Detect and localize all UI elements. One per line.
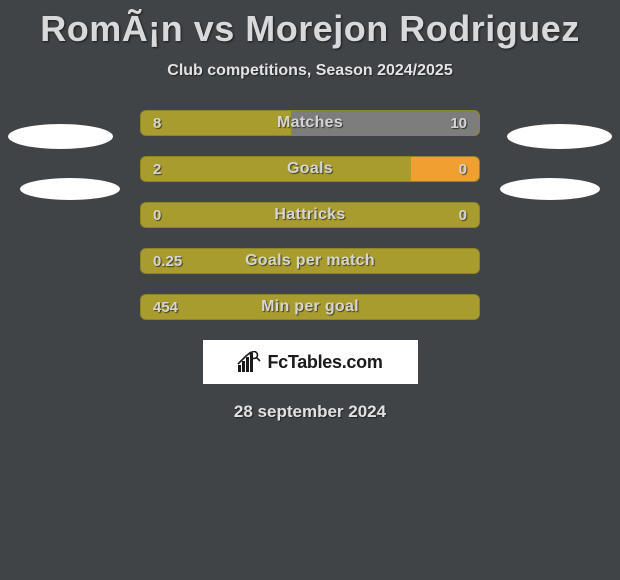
bar-left-segment xyxy=(141,203,479,227)
bar-right-segment xyxy=(411,157,479,181)
comparison-bars: 810Matches 20Goals 00Hattricks 0.25Goals pe… xyxy=(140,110,480,320)
stat-bar: 810Matches xyxy=(140,110,480,136)
bar-left-segment xyxy=(141,249,479,273)
stat-bar: 00Hattricks xyxy=(140,202,480,228)
bar-left-segment xyxy=(141,157,411,181)
bar-right-segment xyxy=(291,111,479,135)
date-label: 28 september 2024 xyxy=(0,402,620,422)
player-right-badge-2 xyxy=(500,178,600,200)
stat-bar: 454Min per goal xyxy=(140,294,480,320)
stat-bar: 0.25Goals per match xyxy=(140,248,480,274)
bar-left-segment xyxy=(141,111,291,135)
fctables-logo: FcTables.com xyxy=(203,340,418,384)
stat-bar: 20Goals xyxy=(140,156,480,182)
page-title: RomÃ¡n vs Morejon Rodriguez xyxy=(0,0,620,62)
logo-text: FcTables.com xyxy=(267,352,382,373)
subtitle: Club competitions, Season 2024/2025 xyxy=(0,62,620,80)
bar-left-segment xyxy=(141,295,479,319)
bar-chart-icon xyxy=(237,351,261,373)
player-left-badge-1 xyxy=(8,124,113,149)
player-right-badge-1 xyxy=(507,124,612,149)
player-left-badge-2 xyxy=(20,178,120,200)
